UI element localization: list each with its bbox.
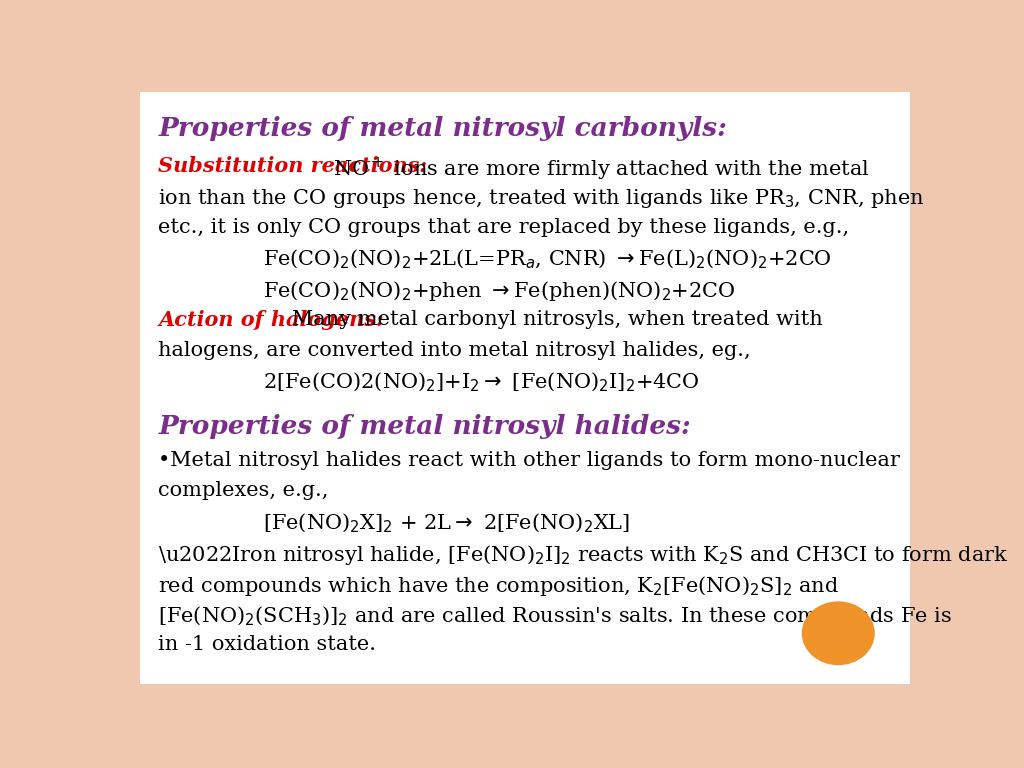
- Ellipse shape: [802, 601, 874, 665]
- FancyBboxPatch shape: [140, 92, 909, 684]
- Text: Many metal carbonyl nitrosyls, when treated with: Many metal carbonyl nitrosyls, when trea…: [292, 310, 823, 329]
- Text: ion than the CO groups hence, treated with ligands like PR$_3$, CNR, phen: ion than the CO groups hence, treated wi…: [158, 187, 925, 210]
- Text: Action of halogens:: Action of halogens:: [158, 310, 384, 329]
- Text: Properties of metal nitrosyl halides:: Properties of metal nitrosyl halides:: [158, 414, 691, 439]
- Text: Fe(CO)$_2$(NO)$_2$+phen $\rightarrow$Fe(phen)(NO)$_2$+2CO: Fe(CO)$_2$(NO)$_2$+phen $\rightarrow$Fe(…: [263, 279, 735, 303]
- Text: Substitution reactions:: Substitution reactions:: [158, 156, 427, 176]
- Text: etc., it is only CO groups that are replaced by these ligands, e.g.,: etc., it is only CO groups that are repl…: [158, 217, 849, 237]
- Text: in -1 oxidation state.: in -1 oxidation state.: [158, 635, 376, 654]
- Text: Properties of metal nitrosyl carbonyls:: Properties of metal nitrosyl carbonyls:: [158, 116, 727, 141]
- Text: [Fe(NO)$_2$X]$_2$ + 2L$\rightarrow$ 2[Fe(NO)$_2$XL]: [Fe(NO)$_2$X]$_2$ + 2L$\rightarrow$ 2[Fe…: [263, 512, 630, 535]
- Text: [Fe(NO)$_2$(SCH$_3$)]$_2$ and are called Roussin's salts. In these compounds Fe : [Fe(NO)$_2$(SCH$_3$)]$_2$ and are called…: [158, 604, 952, 628]
- Text: Fe(CO)$_2$(NO)$_2$+2L(L=PR$_a$, CNR) $\rightarrow$Fe(L)$_2$(NO)$_2$+2CO: Fe(CO)$_2$(NO)$_2$+2L(L=PR$_a$, CNR) $\r…: [263, 248, 831, 271]
- Text: halogens, are converted into metal nitrosyl halides, eg.,: halogens, are converted into metal nitro…: [158, 340, 751, 359]
- Text: •Metal nitrosyl halides react with other ligands to form mono-nuclear: •Metal nitrosyl halides react with other…: [158, 451, 900, 469]
- Text: NO$^+$ ions are more firmly attached with the metal: NO$^+$ ions are more firmly attached wit…: [333, 156, 869, 184]
- Text: \u2022Iron nitrosyl halide, [Fe(NO)$_2$I]$_2$ reacts with K$_2$S and CH3CI to fo: \u2022Iron nitrosyl halide, [Fe(NO)$_2$I…: [158, 543, 1009, 567]
- Text: complexes, e.g.,: complexes, e.g.,: [158, 482, 329, 500]
- Text: red compounds which have the composition, K$_2$[Fe(NO)$_2$S]$_2$ and: red compounds which have the composition…: [158, 574, 840, 598]
- Text: 2[Fe(CO)2(NO)$_2$]+I$_2$$\rightarrow$ [Fe(NO)$_2$I]$_2$+4CO: 2[Fe(CO)2(NO)$_2$]+I$_2$$\rightarrow$ [F…: [263, 371, 699, 395]
